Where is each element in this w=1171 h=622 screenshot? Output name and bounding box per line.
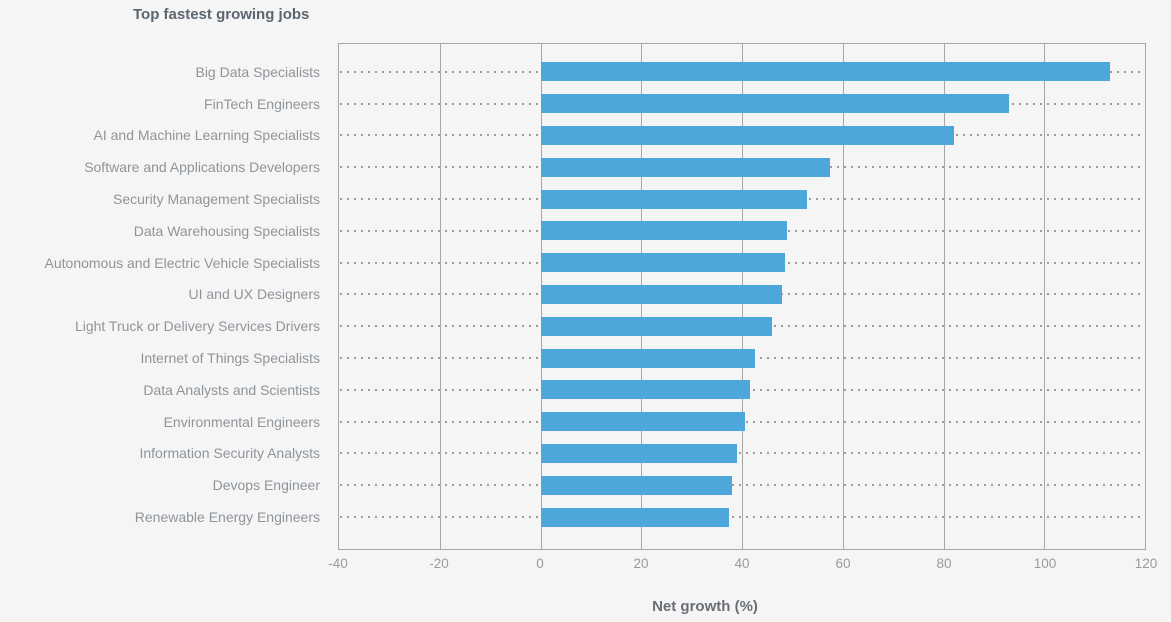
x-tick-label: -40: [328, 556, 348, 571]
bar-rows: Big Data Specialists FinTech Engineers A…: [45, 44, 1145, 549]
category-label: FinTech Engineers: [204, 95, 320, 112]
bar-row: Data Analysts and Scientists: [143, 374, 1145, 406]
bar: [540, 125, 954, 145]
chart-title: Top fastest growing jobs: [133, 6, 310, 23]
category-label: UI and UX Designers: [188, 286, 320, 303]
category-label: Information Security Analysts: [139, 445, 320, 462]
bar: [540, 253, 785, 273]
category-label: Big Data Specialists: [195, 63, 320, 80]
plot-area: Big Data Specialists FinTech Engineers A…: [45, 43, 1146, 550]
bar: [540, 507, 730, 527]
bar-row: Software and Applications Developers: [84, 151, 1145, 183]
x-tick-label: 20: [633, 556, 649, 571]
category-label: Data Analysts and Scientists: [143, 381, 320, 398]
x-tick-label: 120: [1134, 556, 1158, 571]
x-axis-title: Net growth (%): [652, 598, 758, 615]
bar-row: FinTech Engineers: [204, 88, 1145, 120]
bar: [540, 443, 737, 463]
bar-row: Internet of Things Specialists: [140, 342, 1145, 374]
category-label: Software and Applications Developers: [84, 159, 320, 176]
dotted-gridline: [340, 452, 1144, 455]
x-tick-label: 80: [936, 556, 952, 571]
dotted-gridline: [340, 516, 1144, 519]
dotted-gridline: [340, 484, 1144, 487]
bar: [540, 380, 750, 400]
category-label: AI and Machine Learning Specialists: [93, 127, 320, 144]
gridline: [439, 44, 441, 549]
bar: [540, 189, 808, 209]
bar: [540, 94, 1009, 114]
category-label: Security Management Specialists: [113, 191, 320, 208]
gridline: [842, 44, 844, 549]
bar-row: Environmental Engineers: [164, 406, 1145, 438]
x-tick-label: 100: [1033, 556, 1057, 571]
bar-row: Information Security Analysts: [139, 438, 1145, 470]
x-axis-ticks: -40 -20 0 20 40 60 80 100 120: [328, 556, 1157, 574]
bar-row: Big Data Specialists: [195, 56, 1145, 88]
category-label: Devops Engineer: [212, 477, 320, 494]
gridline: [1044, 44, 1046, 549]
bar-row: AI and Machine Learning Specialists: [94, 120, 1145, 152]
bar-row: Security Management Specialists: [113, 183, 1145, 215]
bar: [540, 316, 773, 336]
bar: [540, 157, 831, 177]
bar-row: Devops Engineer: [213, 469, 1145, 501]
bar-row: UI and UX Designers: [188, 279, 1145, 311]
category-label: Renewable Energy Engineers: [134, 509, 320, 526]
category-label: Environmental Engineers: [163, 413, 320, 430]
x-tick-label: 0: [536, 556, 544, 571]
category-label: Data Warehousing Specialists: [133, 222, 320, 239]
bar: [540, 284, 783, 304]
category-label: Internet of Things Specialists: [140, 350, 320, 367]
bar: [540, 475, 732, 495]
category-label: Autonomous and Electric Vehicle Speciali…: [44, 254, 320, 271]
bar-row: Light Truck or Delivery Services Drivers: [75, 310, 1145, 342]
x-tick-label: -20: [429, 556, 449, 571]
x-tick-label: 40: [734, 556, 750, 571]
bar: [540, 62, 1110, 82]
bar: [540, 221, 788, 241]
bar: [540, 412, 745, 432]
category-label: Light Truck or Delivery Services Drivers: [74, 318, 320, 335]
bar-row: Autonomous and Electric Vehicle Speciali…: [45, 247, 1145, 279]
gridline: [943, 44, 945, 549]
bar-row: Data Warehousing Specialists: [134, 215, 1145, 247]
bar-row: Renewable Energy Engineers: [135, 501, 1145, 533]
x-tick-label: 60: [835, 556, 851, 571]
bar: [540, 348, 755, 368]
